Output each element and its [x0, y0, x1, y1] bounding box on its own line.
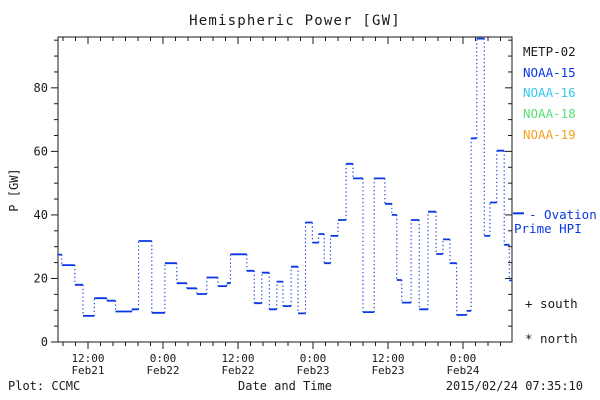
x-tick-date-label: Feb22	[221, 364, 254, 377]
legend-item-noaa-18: NOAA-18	[523, 106, 576, 122]
x-tick-date-label: Feb24	[446, 364, 479, 377]
x-tick-date-label: Feb21	[71, 364, 104, 377]
plot-timestamp: 2015/02/24 07:35:10	[445, 379, 583, 393]
hpi-step-line	[58, 37, 512, 317]
x-tick-time-label: 0:00	[300, 352, 327, 365]
plot-source-label: Plot: CCMC	[8, 379, 81, 393]
y-tick-label: 0	[41, 335, 48, 349]
x-tick-time-label: 0:00	[450, 352, 477, 365]
ovation-label-line1: - Ovation	[529, 207, 597, 222]
legend-item-noaa-16: NOAA-16	[523, 85, 576, 101]
south-marker-label: + south	[525, 296, 578, 311]
legend-item-metp-02: METP-02	[523, 44, 576, 59]
chart-title: Hemispheric Power [GW]	[189, 13, 401, 29]
x-tick-time-label: 12:00	[371, 352, 404, 365]
y-tick-label: 80	[34, 81, 48, 95]
x-tick-time-label: 12:00	[221, 352, 254, 365]
x-tick-date-label: Feb23	[371, 364, 404, 377]
legend-item-noaa-19: NOAA-19	[523, 126, 576, 142]
y-tick-label: 40	[34, 208, 48, 222]
x-tick-date-label: Feb22	[146, 364, 179, 377]
x-tick-date-label: Feb23	[296, 364, 329, 377]
y-tick-label: 60	[34, 144, 48, 158]
ovation-label-line2: Prime HPI	[514, 221, 582, 236]
y-axis-label: P [GW]	[7, 168, 21, 212]
x-tick-time-label: 12:00	[71, 352, 104, 365]
north-marker-label: * north	[525, 331, 578, 346]
x-axis-label: Date and Time	[238, 379, 332, 393]
axis-frame	[57, 36, 513, 343]
legend-item-noaa-15: NOAA-15	[523, 64, 576, 80]
hpi-step-line-connectors	[61, 38, 510, 316]
y-tick-label: 20	[34, 271, 48, 285]
legend-satellites: METP-02 NOAA-15 NOAA-16 NOAA-18 NOAA-19	[523, 45, 576, 148]
x-tick-time-label: 0:00	[150, 352, 177, 365]
